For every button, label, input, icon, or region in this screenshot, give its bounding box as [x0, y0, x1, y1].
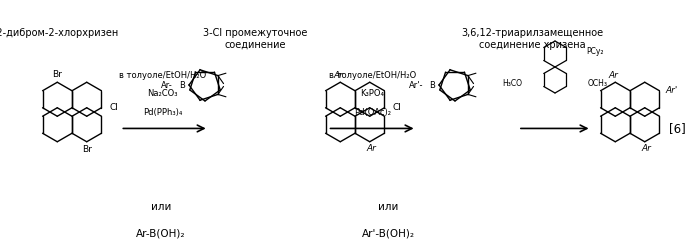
Text: Ar: Ar [642, 144, 652, 153]
Text: Br: Br [52, 70, 62, 79]
Text: или: или [150, 203, 172, 212]
Text: Ar: Ar [367, 144, 377, 153]
Text: 6,12-дибром-2-хлорхризен: 6,12-дибром-2-хлорхризен [0, 28, 119, 38]
Text: 3-Cl промежуточное
соединение: 3-Cl промежуточное соединение [203, 28, 308, 50]
Text: Cl: Cl [392, 103, 401, 112]
Text: в толуоле/EtOH/H₂O: в толуоле/EtOH/H₂O [329, 71, 416, 80]
Text: Ar'-: Ar'- [409, 81, 423, 89]
Text: или: или [378, 203, 399, 212]
Text: K₃PO₄: K₃PO₄ [360, 89, 384, 98]
Text: Cl: Cl [109, 103, 118, 112]
Text: Na₂CO₃: Na₂CO₃ [147, 89, 178, 98]
Text: B: B [179, 81, 185, 89]
Text: Br: Br [82, 145, 92, 154]
Text: Pd(OAc)₂: Pd(OAc)₂ [354, 108, 391, 117]
Text: Ar: Ar [608, 71, 618, 80]
Text: Ar'-B(OH)₂: Ar'-B(OH)₂ [362, 228, 415, 238]
Text: PCy₂: PCy₂ [586, 46, 603, 56]
Text: Ar': Ar' [666, 86, 678, 95]
Text: B: B [429, 81, 435, 89]
Text: Ar-: Ar- [161, 81, 173, 89]
Text: Ar-B(OH)₂: Ar-B(OH)₂ [136, 228, 186, 238]
Text: Ar: Ar [333, 71, 343, 80]
Text: H₃CO: H₃CO [502, 79, 522, 87]
Text: 3,6,12-триарилзамещенное
соединение хризена: 3,6,12-триарилзамещенное соединение хриз… [461, 28, 603, 50]
Text: Pd(PPh₃)₄: Pd(PPh₃)₄ [143, 108, 182, 117]
Text: OCH₃: OCH₃ [588, 79, 608, 87]
Text: в толуоле/EtOH/H₂O: в толуоле/EtOH/H₂O [119, 71, 206, 80]
Text: [6]: [6] [669, 122, 686, 135]
